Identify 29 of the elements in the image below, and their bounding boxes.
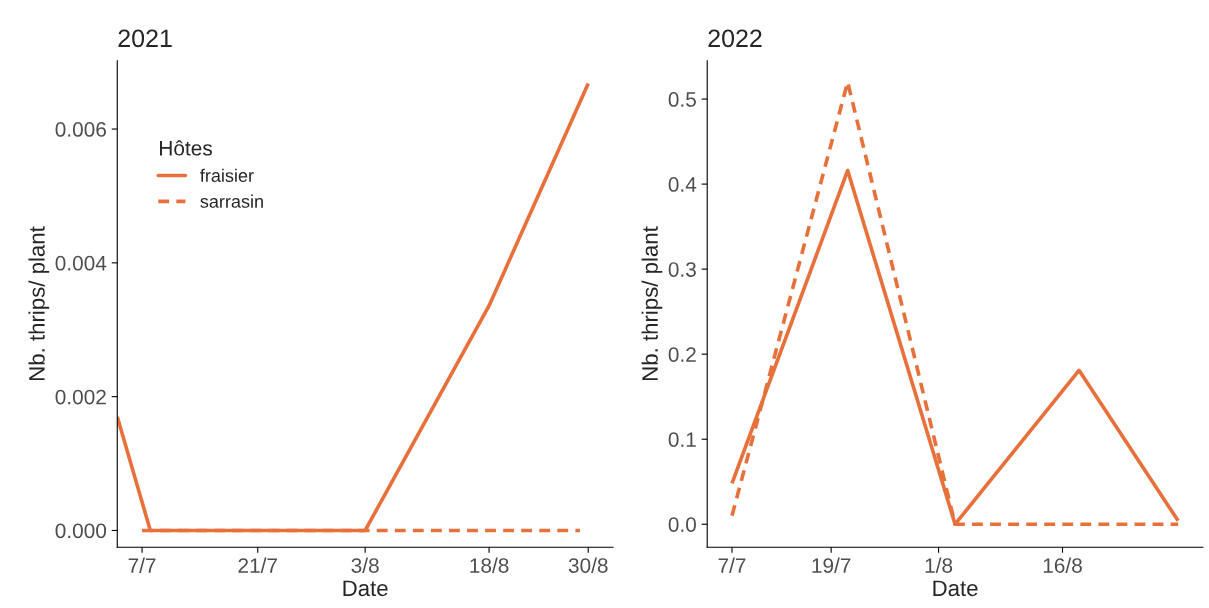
- x-tick-label: 18/8: [470, 557, 509, 573]
- y-tick-label: 0.1: [668, 432, 696, 447]
- x-axis-title: Date: [933, 580, 978, 597]
- chart-title: 2021: [118, 29, 172, 48]
- y-tick-label: 0.3: [668, 262, 696, 277]
- line-series: [117, 81, 591, 533]
- legend-label: sarrasin: [200, 194, 263, 208]
- y-tick-label: 0.0: [668, 517, 696, 532]
- x-tick-label: 21/7: [238, 557, 277, 573]
- x-tick-label: 7/7: [718, 557, 746, 573]
- y-tick-label: 0.006: [55, 122, 106, 137]
- y-tick-label: 0.004: [55, 255, 107, 271]
- y-tick-label: 0.2: [668, 347, 696, 362]
- x-tick-label: 16/8: [1043, 557, 1082, 573]
- x-tick-label: 30/8: [568, 557, 608, 573]
- x-tick-label: 19/7: [812, 557, 851, 573]
- y-tick-label: 0.002: [55, 389, 106, 405]
- y-tick-label: 0.5: [668, 92, 696, 107]
- legend-title: Hôtes: [160, 140, 212, 156]
- y-tick-label: 0.000: [55, 523, 107, 539]
- y-axis-title: Nb. thrips/ plant: [28, 226, 50, 380]
- chart-title: 2022: [708, 29, 762, 48]
- x-tick-label: 1/8: [925, 557, 953, 573]
- legend-label: fraisier: [200, 168, 254, 182]
- y-axis-title: Nb. thrips/ plant: [641, 226, 663, 380]
- x-axis-title: Date: [343, 580, 388, 597]
- y-tick-label: 0.4: [668, 177, 697, 192]
- x-tick-label: 3/8: [351, 557, 379, 573]
- x-tick-label: 7/7: [128, 557, 156, 573]
